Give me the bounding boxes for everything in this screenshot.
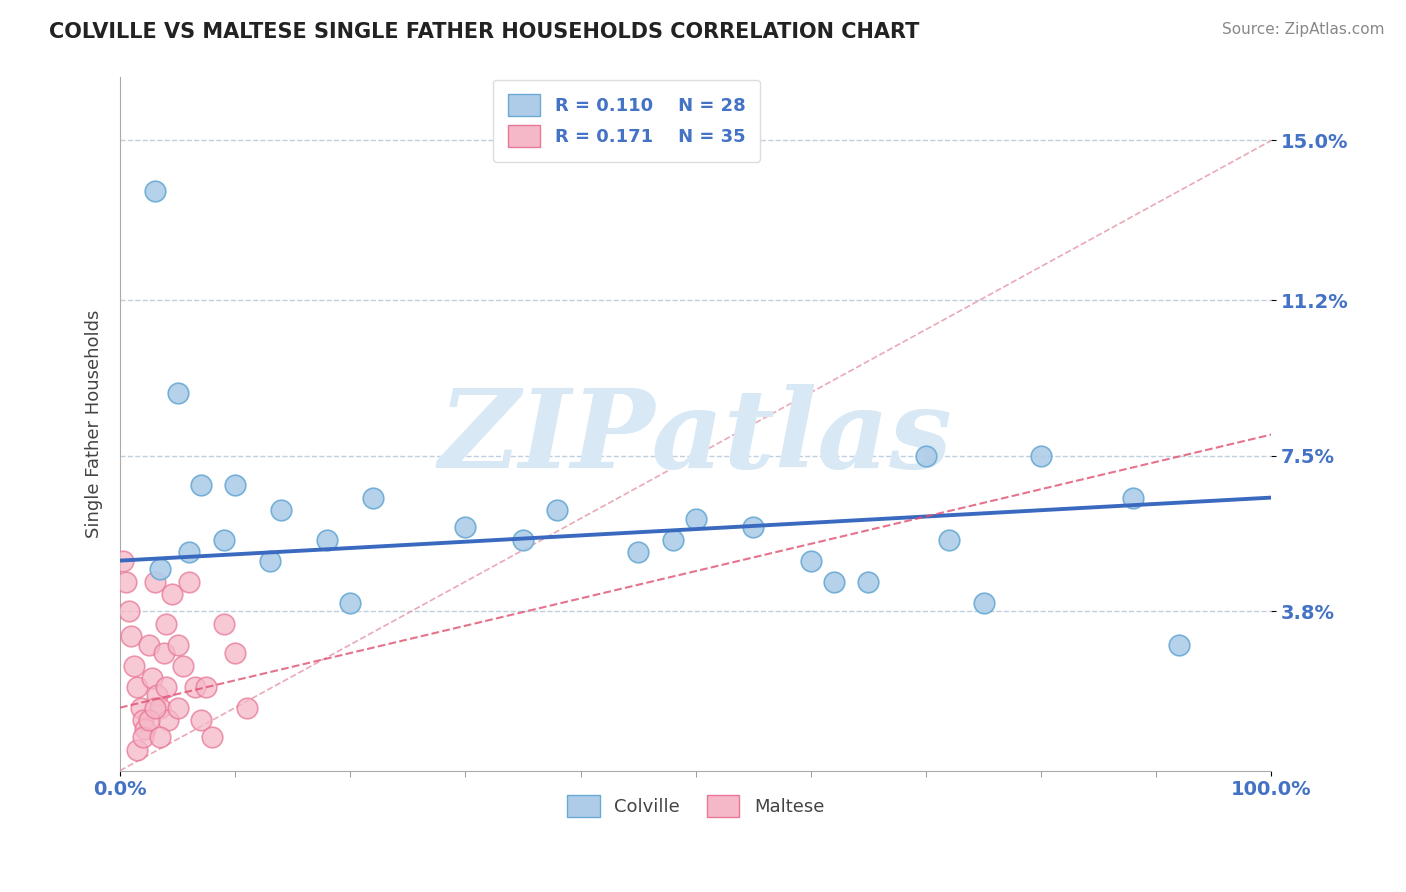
Text: ZIPatlas: ZIPatlas: [439, 384, 953, 491]
Point: [938, 533, 960, 547]
Point: [547, 503, 569, 517]
Point: [454, 520, 477, 534]
Point: [212, 533, 235, 547]
Point: [177, 545, 200, 559]
Point: [141, 671, 163, 685]
Point: [361, 491, 384, 505]
Point: [166, 638, 188, 652]
Point: [149, 700, 172, 714]
Point: [172, 658, 194, 673]
Point: [138, 713, 160, 727]
Point: [155, 680, 177, 694]
Point: [160, 587, 183, 601]
Point: [627, 545, 650, 559]
Point: [212, 616, 235, 631]
Point: [166, 385, 188, 400]
Point: [1168, 638, 1191, 652]
Point: [661, 533, 683, 547]
Y-axis label: Single Father Households: Single Father Households: [86, 310, 103, 538]
Point: [1029, 449, 1052, 463]
Point: [112, 553, 135, 567]
Point: [1122, 491, 1144, 505]
Point: [224, 478, 246, 492]
Point: [973, 596, 995, 610]
Legend: Colville, Maltese: Colville, Maltese: [560, 788, 831, 824]
Point: [143, 574, 166, 589]
Point: [114, 574, 136, 589]
Point: [512, 533, 534, 547]
Point: [143, 184, 166, 198]
Point: [149, 730, 172, 744]
Point: [122, 658, 145, 673]
Text: COLVILLE VS MALTESE SINGLE FATHER HOUSEHOLDS CORRELATION CHART: COLVILLE VS MALTESE SINGLE FATHER HOUSEH…: [49, 22, 920, 42]
Point: [201, 730, 224, 744]
Point: [132, 713, 155, 727]
Point: [235, 700, 257, 714]
Point: [800, 553, 823, 567]
Point: [134, 722, 156, 736]
Point: [190, 713, 212, 727]
Point: [155, 616, 177, 631]
Point: [915, 449, 938, 463]
Point: [270, 503, 292, 517]
Point: [190, 478, 212, 492]
Point: [823, 574, 845, 589]
Point: [118, 604, 141, 618]
Point: [127, 742, 149, 756]
Point: [259, 553, 281, 567]
Point: [339, 596, 361, 610]
Point: [316, 533, 339, 547]
Point: [121, 629, 143, 643]
Point: [157, 713, 180, 727]
Point: [742, 520, 765, 534]
Point: [184, 680, 207, 694]
Point: [149, 562, 172, 576]
Point: [138, 638, 160, 652]
Point: [685, 511, 707, 525]
Point: [143, 700, 166, 714]
Text: Source: ZipAtlas.com: Source: ZipAtlas.com: [1222, 22, 1385, 37]
Point: [127, 680, 149, 694]
Point: [146, 688, 169, 702]
Point: [152, 646, 174, 660]
Point: [224, 646, 246, 660]
Point: [858, 574, 880, 589]
Point: [177, 574, 200, 589]
Point: [195, 680, 218, 694]
Point: [129, 700, 152, 714]
Point: [166, 700, 188, 714]
Point: [132, 730, 155, 744]
